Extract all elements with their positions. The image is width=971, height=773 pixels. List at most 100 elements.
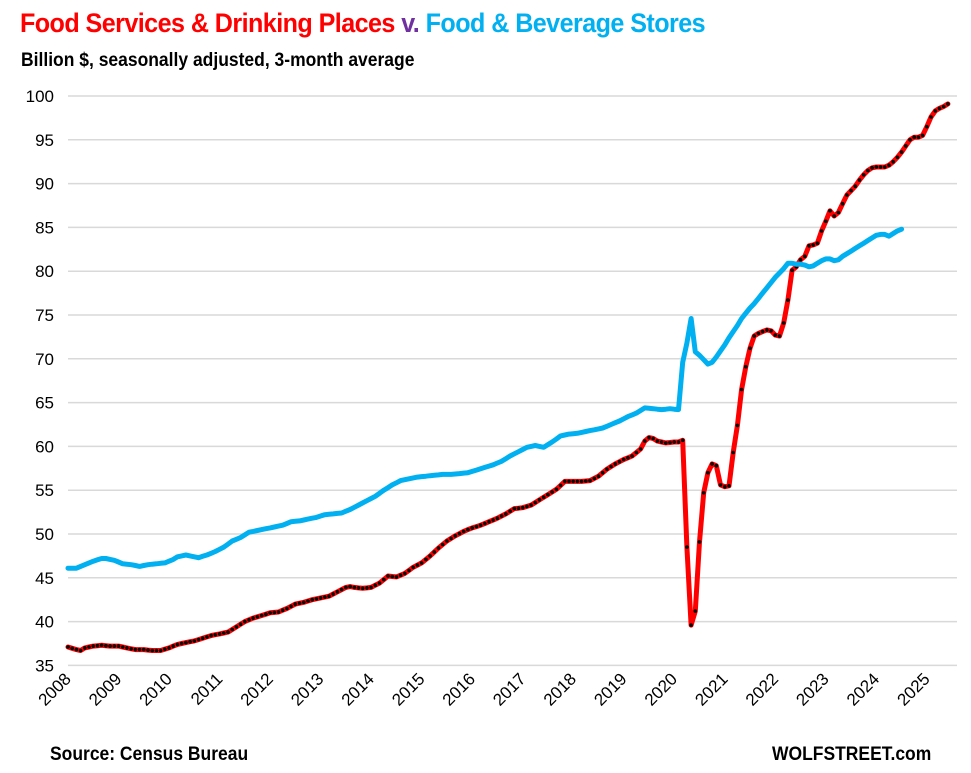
x-tick: 2021 xyxy=(691,669,731,709)
data-point-food-services xyxy=(137,647,142,652)
x-tick-label: 2021 xyxy=(691,669,731,709)
data-point-food-services xyxy=(163,647,167,651)
data-point-food-services xyxy=(411,565,416,570)
data-point-food-services xyxy=(154,648,159,653)
data-point-food-services xyxy=(259,613,264,618)
series-markers-food-services xyxy=(66,102,950,653)
data-point-food-services xyxy=(179,641,184,646)
data-point-food-services xyxy=(230,627,234,632)
data-point-food-services xyxy=(415,563,420,567)
data-point-food-services xyxy=(516,506,521,511)
data-point-food-services xyxy=(693,609,698,613)
data-point-food-services xyxy=(874,165,879,169)
data-point-food-services xyxy=(588,478,592,483)
x-tick: 2025 xyxy=(893,669,933,709)
data-point-food-services xyxy=(664,441,668,445)
data-point-food-services xyxy=(419,561,424,565)
data-point-food-services xyxy=(710,462,714,466)
data-point-food-services xyxy=(887,163,891,167)
data-point-food-services xyxy=(579,479,584,484)
data-point-food-services xyxy=(318,596,323,600)
data-point-food-services xyxy=(386,574,390,578)
chart-title: Food Services & Drinking Places v. Food … xyxy=(20,8,706,39)
x-tick-label: 2024 xyxy=(843,669,883,709)
x-tick-label: 2012 xyxy=(237,669,277,709)
x-tick: 2009 xyxy=(85,669,125,709)
data-point-food-services xyxy=(436,546,441,550)
data-point-food-services xyxy=(680,438,685,443)
data-point-food-services xyxy=(133,647,138,652)
data-point-food-services xyxy=(925,124,929,129)
data-point-food-services xyxy=(222,631,226,635)
data-point-food-services xyxy=(891,159,895,164)
data-point-food-services xyxy=(192,639,197,643)
data-point-food-services xyxy=(483,521,487,526)
data-point-food-services xyxy=(432,550,437,554)
data-point-food-services xyxy=(297,601,302,605)
data-point-food-services xyxy=(268,611,272,615)
data-point-food-services xyxy=(769,329,773,333)
x-tick-label: 2020 xyxy=(641,669,681,709)
x-tick-label: 2010 xyxy=(136,669,176,709)
data-point-food-services xyxy=(335,590,340,594)
data-point-food-services xyxy=(390,574,395,579)
data-point-food-services xyxy=(504,512,508,516)
data-point-food-services xyxy=(108,644,112,648)
data-point-food-services xyxy=(643,439,647,443)
data-point-food-services xyxy=(104,643,108,648)
data-point-food-services xyxy=(558,483,563,488)
data-point-food-services xyxy=(188,639,192,644)
data-point-food-services xyxy=(920,133,925,138)
data-point-food-services xyxy=(255,615,260,619)
data-point-food-services xyxy=(344,585,348,590)
y-tick-label: 85 xyxy=(35,218,54,237)
data-point-food-services xyxy=(832,214,836,218)
y-tick-label: 55 xyxy=(35,481,54,500)
data-point-food-services xyxy=(83,646,87,650)
data-point-food-services xyxy=(499,514,504,518)
data-point-food-services xyxy=(735,423,740,428)
data-point-food-services xyxy=(276,610,281,614)
data-point-food-services xyxy=(541,495,546,500)
x-tick-label: 2023 xyxy=(792,669,832,709)
data-point-food-services xyxy=(150,648,154,653)
x-tick-label: 2008 xyxy=(35,669,75,709)
data-point-food-services xyxy=(659,440,664,444)
data-point-food-services xyxy=(840,201,845,206)
data-point-food-services xyxy=(786,298,790,302)
data-point-food-services xyxy=(697,540,702,544)
data-point-food-services xyxy=(706,470,710,475)
series-line-food-services xyxy=(65,101,951,653)
data-point-food-services xyxy=(158,648,163,653)
data-point-food-services xyxy=(546,492,550,497)
data-point-food-services xyxy=(66,645,70,649)
data-point-food-services xyxy=(781,321,786,325)
x-tick: 2014 xyxy=(338,669,378,709)
data-point-food-services xyxy=(466,527,470,532)
x-tick: 2008 xyxy=(35,669,75,709)
data-point-food-services xyxy=(807,244,811,248)
data-point-food-services xyxy=(937,106,942,111)
title-series-1: Food Services & Drinking Places xyxy=(20,8,395,38)
data-point-food-services xyxy=(360,586,365,591)
x-tick-label: 2017 xyxy=(489,669,529,709)
data-point-food-services xyxy=(394,575,399,579)
data-point-food-services xyxy=(575,479,580,484)
y-tick-label: 65 xyxy=(35,394,54,413)
data-point-food-services xyxy=(748,346,752,351)
data-point-food-services xyxy=(478,523,483,527)
data-point-food-services xyxy=(609,464,613,469)
data-point-food-services xyxy=(352,585,357,590)
data-point-food-services xyxy=(234,625,239,629)
data-point-food-services xyxy=(348,584,352,589)
data-point-food-services xyxy=(167,646,171,650)
x-tick: 2015 xyxy=(388,669,428,709)
data-point-food-services xyxy=(213,632,218,637)
data-point-food-services xyxy=(946,102,950,106)
data-point-food-services xyxy=(377,581,382,585)
data-point-food-services xyxy=(243,619,247,624)
data-point-food-services xyxy=(845,193,849,197)
data-point-food-services xyxy=(811,243,815,247)
data-point-food-services xyxy=(293,602,298,606)
x-tick-label: 2022 xyxy=(742,669,782,709)
